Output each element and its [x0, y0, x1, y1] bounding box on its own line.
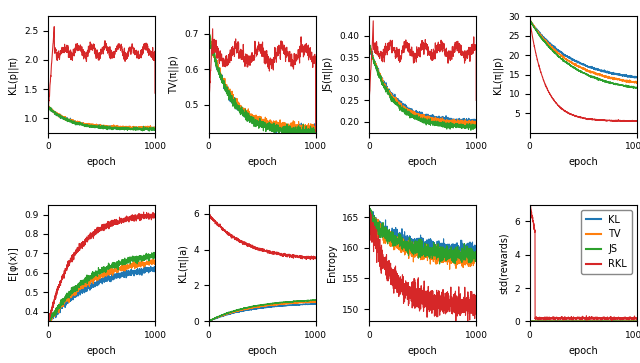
Legend: KL, TV, JS, RKL: KL, TV, JS, RKL — [581, 210, 632, 274]
Y-axis label: KL(p||π): KL(p||π) — [8, 56, 19, 94]
Y-axis label: JS(π||p): JS(π||p) — [323, 57, 334, 92]
X-axis label: epoch: epoch — [408, 157, 438, 167]
Y-axis label: TV(π||p): TV(π||p) — [168, 55, 179, 94]
Y-axis label: Entropy: Entropy — [326, 244, 337, 282]
X-axis label: epoch: epoch — [86, 346, 116, 355]
X-axis label: epoch: epoch — [86, 157, 116, 167]
X-axis label: epoch: epoch — [568, 346, 598, 355]
X-axis label: epoch: epoch — [568, 157, 598, 167]
Y-axis label: E[φ(x)]: E[φ(x)] — [8, 246, 19, 280]
Y-axis label: std(rewards): std(rewards) — [499, 232, 509, 294]
X-axis label: epoch: epoch — [408, 346, 438, 355]
X-axis label: epoch: epoch — [247, 157, 277, 167]
X-axis label: epoch: epoch — [247, 346, 277, 355]
Y-axis label: KL(π||a): KL(π||a) — [177, 244, 188, 282]
Y-axis label: KL(π||p): KL(π||p) — [492, 56, 503, 94]
